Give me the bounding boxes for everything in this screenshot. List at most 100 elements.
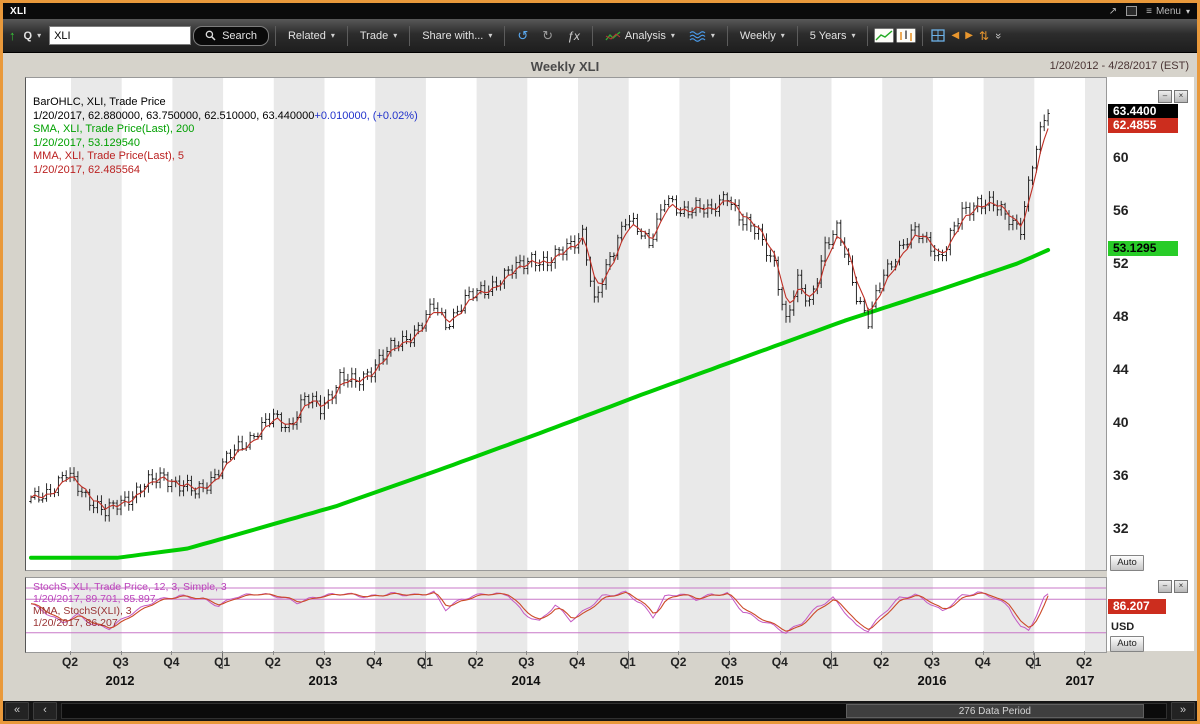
- x-axis-quarter-label: Q3: [721, 655, 738, 669]
- x-axis-quarter-label: Q3: [112, 655, 129, 669]
- collapse-toolbar-icon[interactable]: »: [992, 28, 1005, 44]
- scroll-far-left-button[interactable]: «: [5, 702, 29, 720]
- x-axis-quarter-tick: [70, 651, 71, 655]
- x-axis-year-tick: [222, 653, 223, 669]
- divider: [726, 25, 728, 46]
- currency-label: USD: [1111, 621, 1135, 633]
- caret-down-icon: ▾: [330, 31, 335, 40]
- x-axis-quarter-label: Q3: [923, 655, 940, 669]
- price-axis-label: 40: [1113, 414, 1129, 430]
- minimize-pane-icon[interactable]: –: [1158, 90, 1172, 103]
- price-axis-label: 48: [1113, 308, 1129, 324]
- stoch-chart-svg: [26, 578, 1106, 652]
- x-axis-quarter-label: Q4: [771, 655, 788, 669]
- scrollbar-thumb[interactable]: 276 Data Period: [845, 704, 1144, 718]
- scroll-left-button[interactable]: ‹: [33, 702, 57, 720]
- price-axis-auto-button[interactable]: Auto: [1110, 555, 1144, 571]
- scroll-back-icon[interactable]: ◀: [951, 30, 960, 41]
- main-toolbar: ↑ Q ▾ Search Related ▾ Trade ▾ Share wit…: [3, 19, 1197, 53]
- x-axis-year-label: 2012: [105, 673, 135, 688]
- x-axis-quarter-label: Q3: [315, 655, 332, 669]
- close-pane-icon[interactable]: ×: [1174, 580, 1188, 593]
- sma-price-callout: 53.1295: [1108, 241, 1178, 256]
- analysis-button[interactable]: Analysis ▾: [599, 28, 681, 44]
- search-icon: [205, 30, 216, 41]
- x-axis-quarter-tick: [931, 651, 933, 655]
- price-axis-label: 44: [1113, 361, 1129, 377]
- layout-grid-button[interactable]: [929, 29, 947, 42]
- divider: [274, 25, 276, 46]
- chart-template-bar-icon[interactable]: [896, 28, 917, 43]
- related-button[interactable]: Related ▾: [282, 28, 341, 44]
- x-axis-quarter-tick: [729, 651, 731, 655]
- chart-style-button[interactable]: ▾: [683, 28, 721, 44]
- mma-price-callout: 62.4855: [1108, 118, 1178, 133]
- x-axis-quarter-tick: [678, 651, 680, 655]
- grid-icon: [931, 29, 946, 42]
- stoch-pane-controls: – ×: [1158, 580, 1188, 593]
- divider: [409, 25, 411, 46]
- x-axis-quarter-label: Q3: [518, 655, 535, 669]
- formula-button[interactable]: ƒx: [567, 28, 580, 43]
- menu-label: Menu: [1155, 5, 1181, 17]
- range-label: 5 Years: [809, 29, 847, 42]
- price-pane[interactable]: BarOHLC, XLI, Trade Price 1/20/2017, 62.8…: [25, 77, 1107, 571]
- price-axis-label: 36: [1113, 467, 1129, 483]
- x-axis-quarter-label: Q1: [813, 655, 849, 669]
- caret-down-icon: ▾: [393, 31, 398, 40]
- x-axis-year-label: 2013: [308, 673, 338, 688]
- x-axis-quarter-tick: [881, 651, 883, 655]
- x-axis-quarter-tick: [577, 651, 578, 655]
- analysis-label: Analysis: [624, 29, 666, 42]
- close-pane-icon[interactable]: ×: [1174, 90, 1188, 103]
- undo-button[interactable]: ↺: [517, 27, 529, 43]
- x-axis-year-tick: [831, 653, 832, 669]
- x-axis-year-tick: [1034, 653, 1035, 669]
- x-axis-quarter-tick: [1033, 651, 1035, 655]
- x-axis-quarter-tick: [779, 651, 781, 655]
- window-title: XLI: [10, 5, 27, 17]
- popout-icon[interactable]: ↗: [1108, 5, 1118, 17]
- minimize-pane-icon[interactable]: –: [1158, 580, 1172, 593]
- chart-title: Weekly XLI: [530, 59, 600, 74]
- chart-template-line-icon[interactable]: [874, 28, 895, 43]
- divider: [796, 25, 798, 46]
- x-axis-quarter-label: Q2: [467, 655, 484, 669]
- trade-button[interactable]: Trade ▾: [354, 28, 403, 44]
- symbol-input[interactable]: [49, 26, 192, 45]
- interval-label: Weekly: [739, 29, 776, 42]
- chevron-double-down-icon: »: [992, 32, 1005, 39]
- window-icon[interactable]: [1126, 6, 1138, 16]
- divider: [504, 25, 506, 46]
- chart-panel: Weekly XLI 1/20/2012 - 4/28/2017 (EST) B…: [3, 53, 1197, 701]
- redo-button[interactable]: ↻: [542, 27, 554, 43]
- last-price-callout: 63.4400: [1108, 104, 1178, 119]
- related-label: Related: [287, 29, 326, 42]
- range-dropdown[interactable]: 5 Years ▾: [804, 28, 862, 44]
- symbol-type-label: Q: [23, 29, 33, 42]
- caret-down-icon: ▾: [488, 31, 493, 40]
- price-axis-label: 60: [1113, 149, 1129, 165]
- x-axis-quarter-tick: [475, 651, 477, 655]
- x-axis-quarter-tick: [982, 651, 984, 655]
- share-button[interactable]: Share with... ▾: [416, 28, 498, 44]
- symbol-up-arrow-icon: ↑: [9, 28, 16, 43]
- expand-updown-icon[interactable]: ⇅: [978, 28, 989, 43]
- caret-down-icon: ▾: [780, 31, 785, 40]
- symbol-type-dropdown[interactable]: Q ▾: [18, 28, 48, 44]
- scroll-far-right-button[interactable]: »: [1171, 702, 1195, 720]
- divider: [867, 25, 869, 46]
- stoch-axis-auto-button[interactable]: Auto: [1110, 636, 1144, 652]
- x-axis-quarter-label: Q1: [1015, 655, 1051, 669]
- hamburger-icon: ≡: [1146, 5, 1152, 17]
- x-axis-quarter-tick: [323, 651, 325, 655]
- stochastics-pane[interactable]: StochS, XLI, Trade Price, 12, 3, Simple,…: [25, 577, 1107, 653]
- interval-dropdown[interactable]: Weekly ▾: [734, 28, 791, 44]
- scroll-forward-icon[interactable]: ▶: [965, 30, 973, 41]
- menu-button[interactable]: ≡ Menu ▾: [1146, 6, 1190, 17]
- divider: [346, 25, 348, 46]
- scrollbar-track[interactable]: 276 Data Period: [61, 703, 1167, 719]
- search-button[interactable]: Search: [193, 25, 269, 46]
- x-axis-quarter-tick: [272, 651, 274, 655]
